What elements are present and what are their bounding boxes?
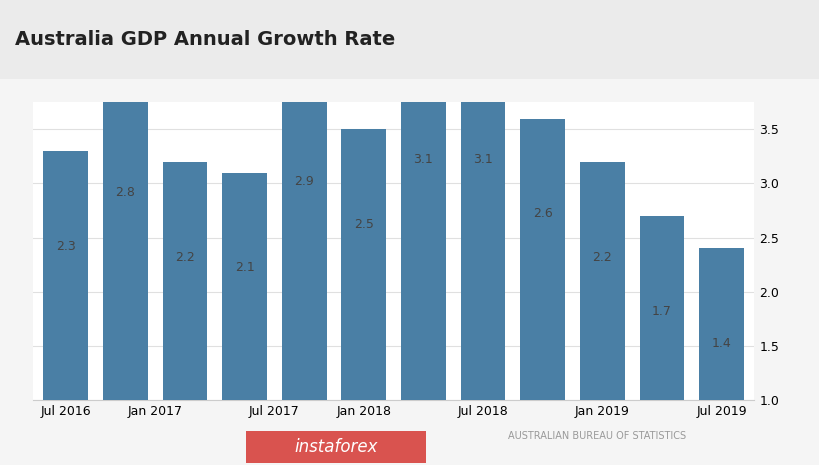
Text: 1.4: 1.4 <box>711 337 731 350</box>
Text: 2.8: 2.8 <box>115 186 135 199</box>
Bar <box>400 65 446 400</box>
Text: 1.7: 1.7 <box>651 305 671 318</box>
Bar <box>699 248 743 400</box>
Text: 3.1: 3.1 <box>473 153 492 166</box>
Bar <box>162 162 207 400</box>
Text: 2.9: 2.9 <box>294 175 314 188</box>
Bar <box>282 86 326 400</box>
Text: instaforex: instaforex <box>294 438 378 456</box>
Text: 2.2: 2.2 <box>592 251 612 264</box>
Bar <box>639 216 684 400</box>
Bar <box>341 129 386 400</box>
Bar <box>102 97 147 400</box>
Text: 3.1: 3.1 <box>413 153 432 166</box>
Text: 2.2: 2.2 <box>174 251 194 264</box>
Text: 2.5: 2.5 <box>354 218 373 231</box>
Bar <box>43 151 88 400</box>
Text: 2.6: 2.6 <box>532 207 552 220</box>
Text: 2.3: 2.3 <box>56 240 75 252</box>
Bar <box>520 119 564 400</box>
Text: Australia GDP Annual Growth Rate: Australia GDP Annual Growth Rate <box>15 30 395 49</box>
Text: 2.1: 2.1 <box>234 261 254 274</box>
Bar <box>460 65 505 400</box>
Bar <box>579 162 624 400</box>
Bar <box>222 173 266 400</box>
Text: AUSTRALIAN BUREAU OF STATISTICS: AUSTRALIAN BUREAU OF STATISTICS <box>508 432 686 441</box>
